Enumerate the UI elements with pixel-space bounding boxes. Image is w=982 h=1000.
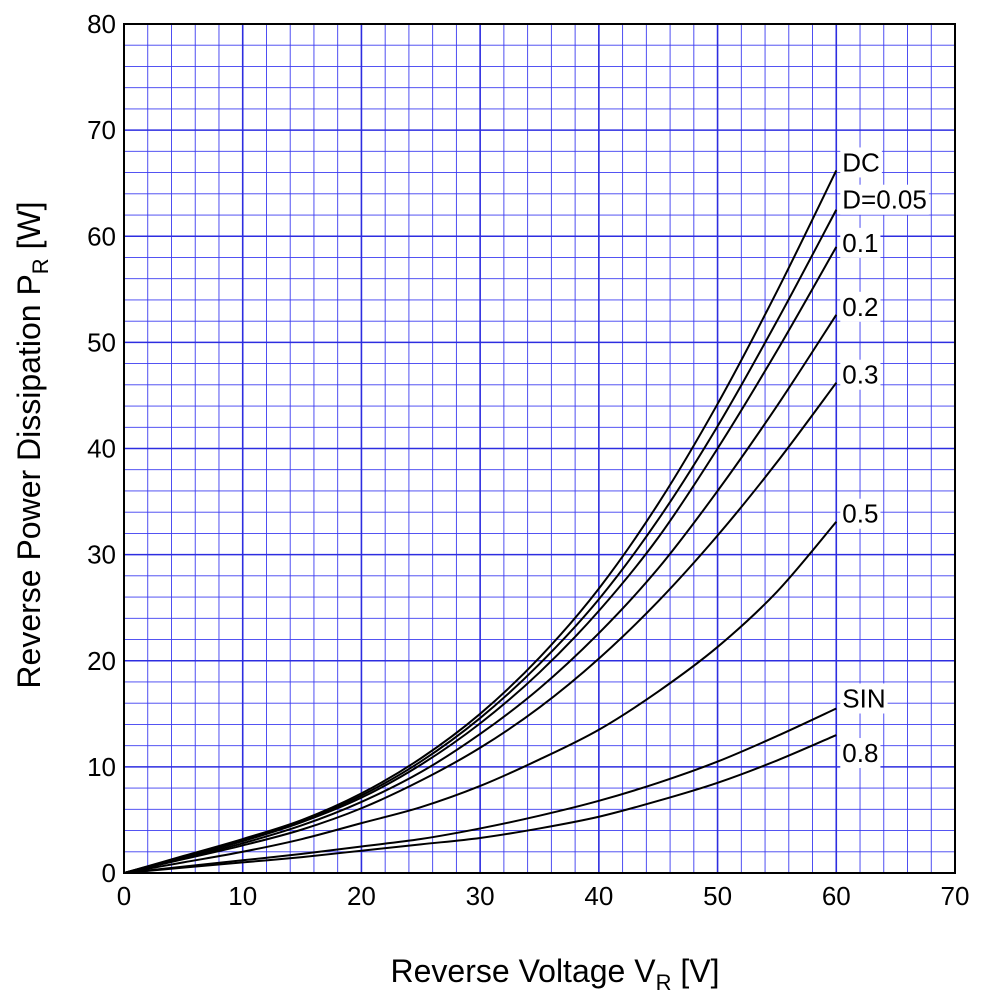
x-tick-label: 50 [703, 881, 732, 911]
series-label: 0.3 [842, 360, 878, 390]
y-tick-label: 60 [87, 221, 116, 251]
series-label: 0.8 [842, 738, 878, 768]
series-label-bg [840, 498, 881, 529]
y-axis-title: Reverse Power Dissipation PR [W] [11, 201, 53, 688]
series-label-bg [840, 147, 882, 178]
x-tick-label: 40 [584, 881, 613, 911]
x-axis-title: Reverse Voltage VR [V] [391, 953, 720, 995]
curve-labels: DC D=0.05 0.1 0.2 0.3 0.5 SIN 0.8 [840, 147, 929, 769]
x-tick-label: 70 [941, 881, 970, 911]
series-line-2 [123, 246, 838, 874]
y-tick-label: 0 [102, 858, 116, 888]
y-tick-label: 80 [87, 9, 116, 39]
series-label: SIN [842, 684, 885, 714]
y-tick-label: 40 [87, 434, 116, 464]
y-tick-label: 30 [87, 540, 116, 570]
plot-frame [123, 23, 956, 874]
x-tick-label: 20 [347, 881, 376, 911]
series-line-5 [123, 521, 838, 874]
x-tick-label: 30 [466, 881, 495, 911]
curves [123, 170, 838, 874]
series-line-4 [123, 382, 838, 874]
y-tick-label: 10 [87, 752, 116, 782]
x-tick-label: 10 [228, 881, 257, 911]
series-line-7 [123, 734, 837, 874]
series-label: DC [842, 147, 880, 177]
series-label: D=0.05 [842, 185, 927, 215]
series-label: 0.2 [842, 292, 878, 322]
series-label-bg [840, 359, 881, 390]
series-label-bg [840, 683, 888, 714]
series-line-3 [123, 314, 838, 874]
y-tick-label: 50 [87, 327, 116, 357]
series-label: 0.1 [842, 228, 878, 258]
series-label-bg [840, 184, 929, 215]
series-line-6 [123, 707, 837, 874]
series-label-bg [840, 291, 881, 322]
series-label-bg [840, 738, 881, 769]
y-tick-labels: 0 10 20 30 40 50 60 70 80 [87, 9, 116, 888]
x-tick-label: 60 [822, 881, 851, 911]
x-tick-labels: 0 10 20 30 40 50 60 70 [117, 881, 970, 911]
x-tick-label: 0 [117, 881, 131, 911]
series-label: 0.5 [842, 499, 878, 529]
series-line-1 [123, 209, 838, 874]
y-tick-label: 70 [87, 115, 116, 145]
y-tick-label: 20 [87, 646, 116, 676]
series-label-bg [840, 227, 881, 258]
